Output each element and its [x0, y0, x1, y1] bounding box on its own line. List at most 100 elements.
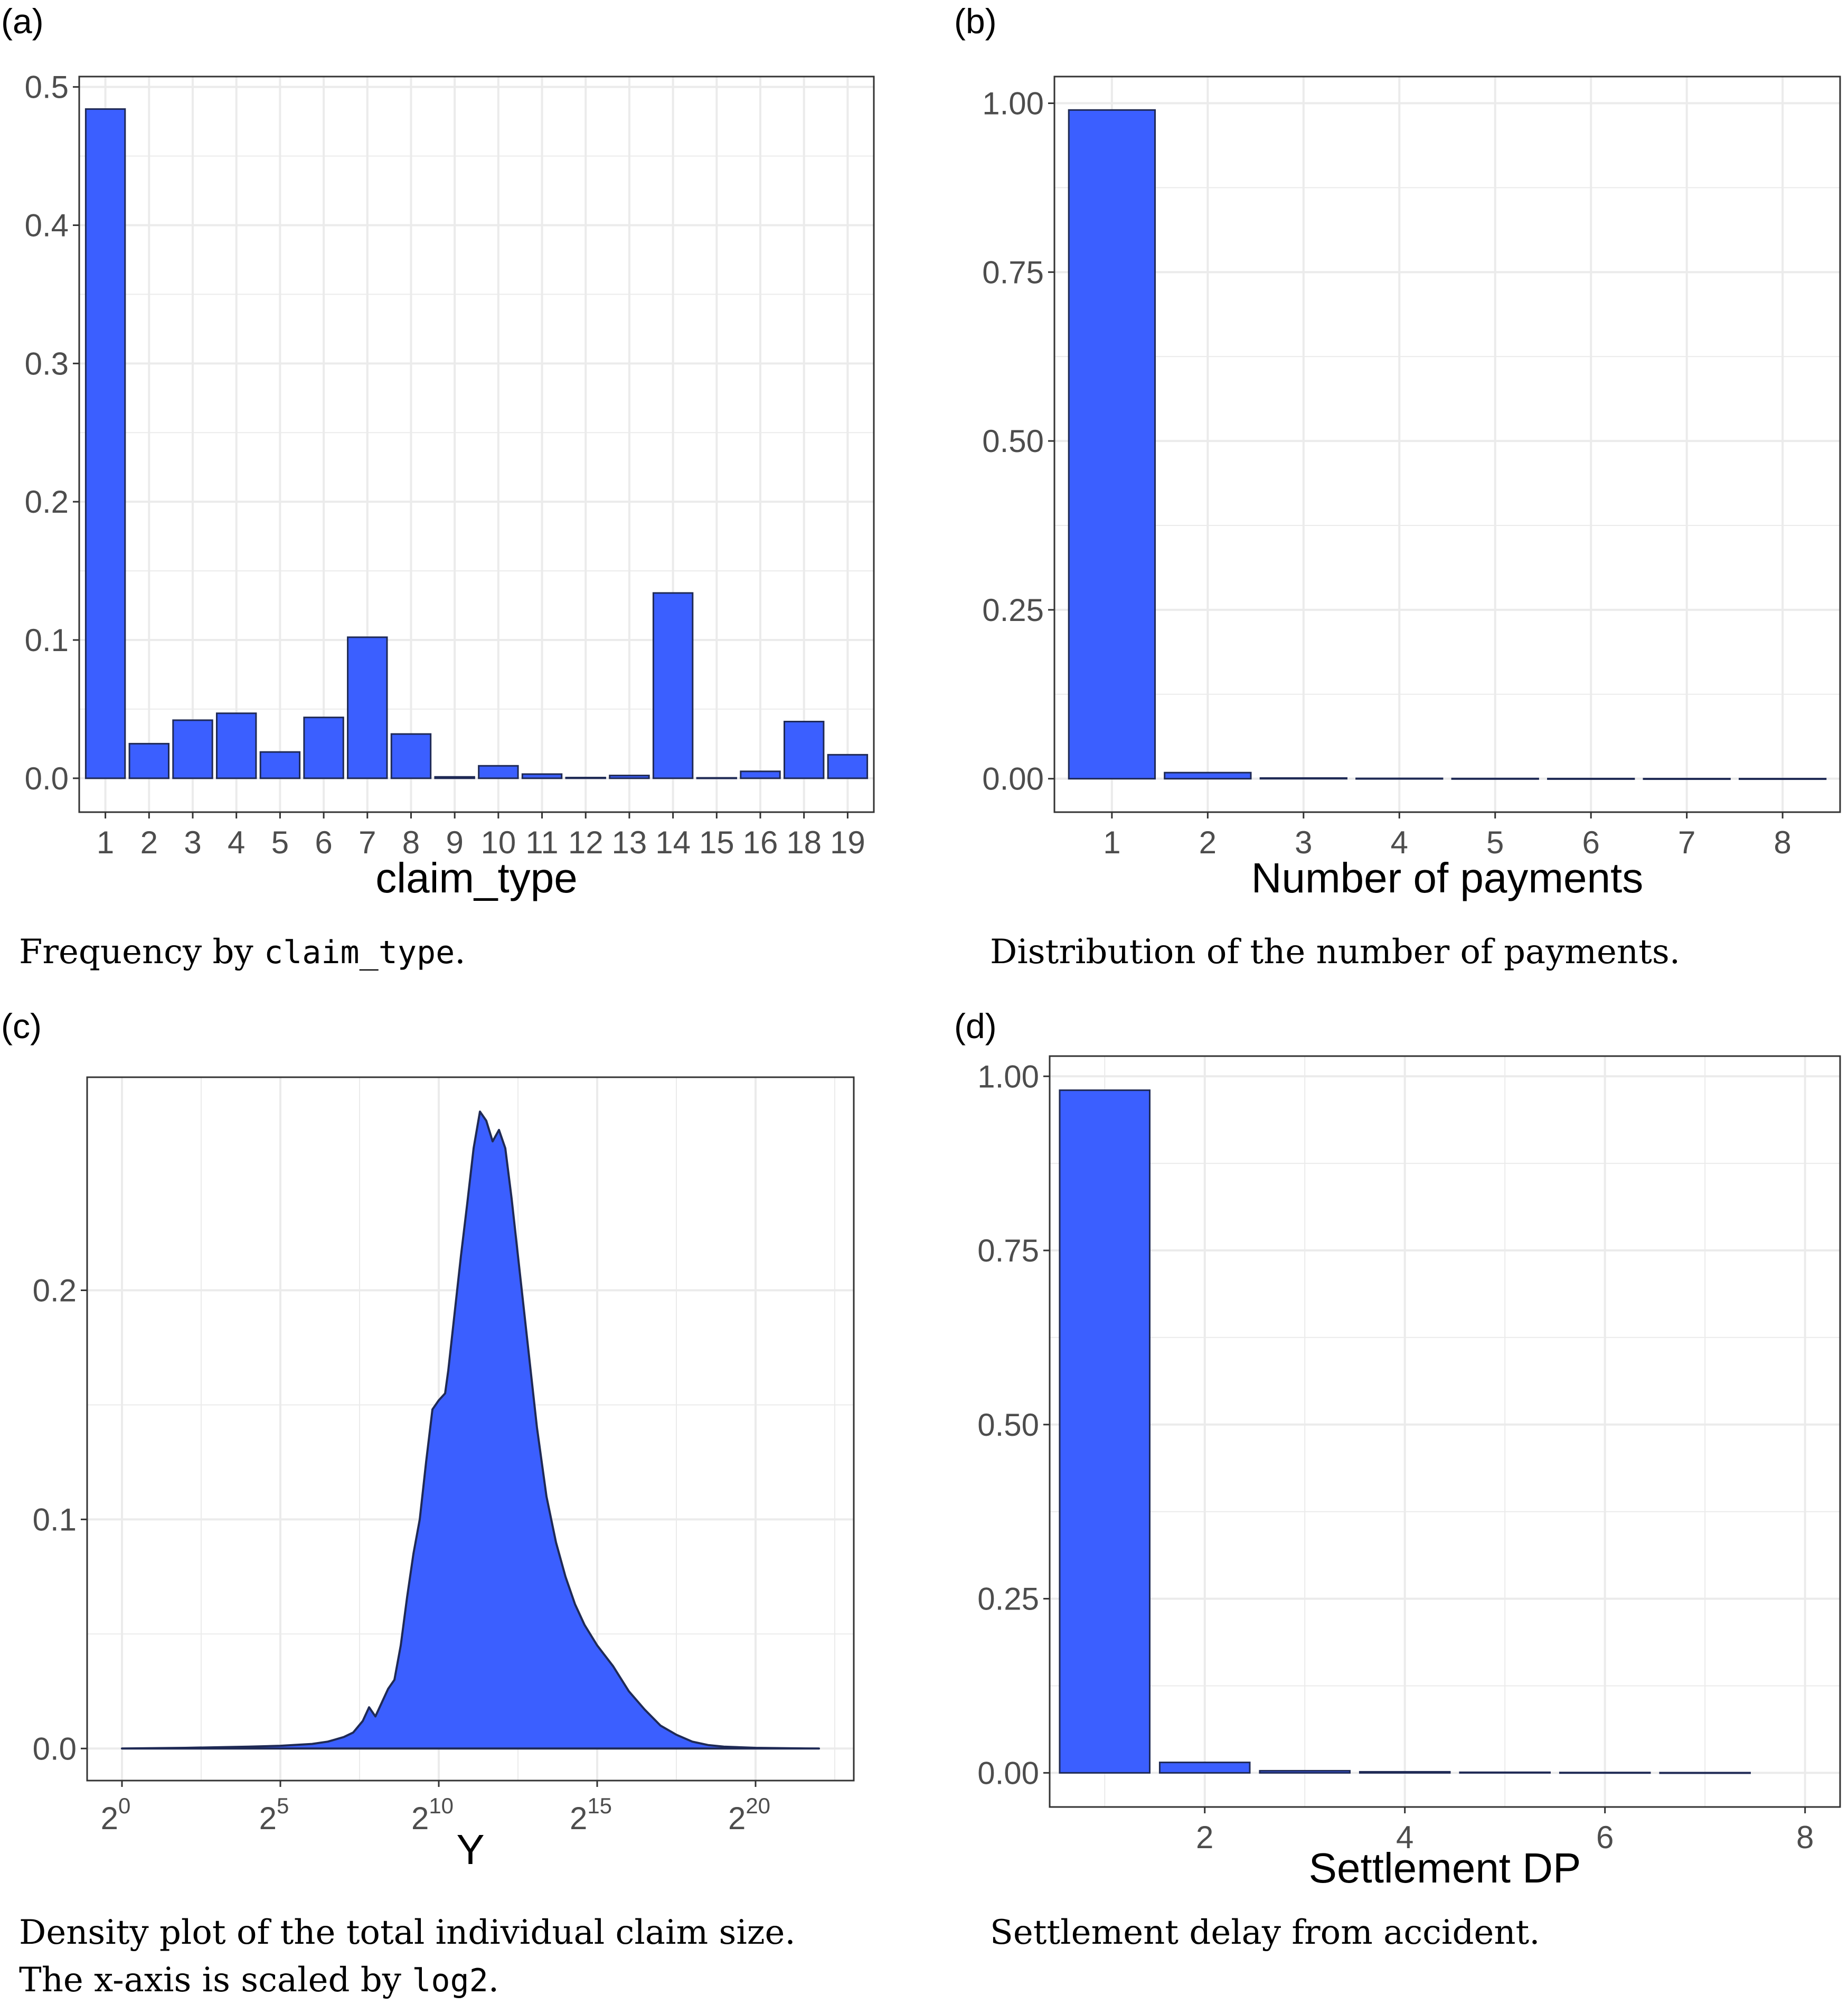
caption-a-text: Frequency by	[19, 933, 264, 972]
panel-label-c: (c)	[1, 1006, 42, 1046]
bar-4	[1355, 777, 1444, 780]
x-tick-label: 7	[1678, 825, 1695, 860]
y-tick-label: 0.3	[25, 346, 69, 381]
x-tick-base: 2	[411, 1801, 429, 1836]
y-tick-label: 1.00	[982, 86, 1044, 121]
caption-a: Frequency by claim_type.	[19, 928, 466, 976]
x-tick-label: 8	[402, 825, 420, 860]
x-tick-label: 1	[97, 825, 114, 860]
bar-16	[740, 770, 781, 779]
caption-a-code: claim_type	[263, 934, 455, 971]
x-tick-label: 3	[1295, 825, 1312, 860]
bar-2	[128, 742, 170, 779]
bar-1	[84, 108, 126, 779]
x-tick-label: 25	[259, 1793, 289, 1836]
plot-background	[1050, 1056, 1840, 1807]
x-tick-label: 16	[743, 825, 778, 860]
y-tick-label: 1.00	[977, 1059, 1039, 1094]
bar-19	[827, 754, 869, 779]
x-tick-exponent: 10	[429, 1793, 454, 1818]
plot-border	[86, 1076, 855, 1782]
y-tick-label: 0.25	[977, 1582, 1039, 1617]
y-tick-label: 0.00	[982, 761, 1044, 797]
y-tick-label: 0.0	[33, 1731, 77, 1766]
bar-4	[215, 712, 257, 779]
x-tick-base: 2	[570, 1801, 587, 1836]
bar-2	[1164, 771, 1252, 780]
y-tick-label: 0.4	[25, 208, 69, 243]
x-tick-label: 4	[1391, 825, 1408, 860]
bar-1	[1059, 1089, 1151, 1774]
x-tick-base: 2	[101, 1801, 118, 1836]
bar-2	[1158, 1762, 1251, 1774]
y-tick-label: 0.1	[25, 623, 69, 658]
x-tick-label: 8	[1774, 825, 1791, 860]
bar-11	[521, 773, 563, 779]
x-tick-label: 14	[655, 825, 691, 860]
x-tick-label: 4	[228, 825, 245, 860]
x-tick-label: 2	[1199, 825, 1217, 860]
bar-5	[1459, 1771, 1551, 1774]
x-axis-title: Y	[456, 1826, 484, 1873]
caption-a-suffix: .	[455, 933, 466, 972]
bar-18	[783, 720, 825, 779]
x-tick-label: 210	[411, 1793, 454, 1836]
x-tick-exponent: 15	[587, 1793, 612, 1818]
x-tick-label: 20	[101, 1793, 131, 1836]
x-tick-label: 5	[1486, 825, 1504, 860]
caption-c: Density plot of the total individual cla…	[19, 1909, 796, 2004]
y-tick-label: 0.0	[25, 761, 69, 796]
x-tick-label: 3	[184, 825, 201, 860]
bar-9	[434, 776, 475, 779]
plot-background	[1054, 77, 1840, 812]
chart-number-of-payments: 0.00 0.25 0.50 0.75 1.00 1 2 3 4 5 6 7 8 Number of pa…	[982, 76, 1841, 901]
x-tick-label: 215	[570, 1793, 612, 1836]
plot-border	[78, 76, 875, 813]
panel-label-d: (d)	[954, 1006, 997, 1046]
x-tick-label: 1	[1103, 825, 1120, 860]
bar-6	[303, 717, 344, 779]
bar-3	[172, 719, 213, 779]
y-tick-label: 0.50	[977, 1407, 1039, 1443]
x-tick-label: 6	[315, 825, 332, 860]
bar-4	[1359, 1771, 1451, 1774]
plot-border	[1049, 1055, 1841, 1808]
bar-1	[1068, 109, 1156, 780]
panel-label-a: (a)	[1, 2, 44, 41]
bar-8	[390, 733, 432, 779]
x-axis-title: Settlement DP	[1309, 1844, 1581, 1891]
x-tick-label: 18	[786, 825, 822, 860]
plot-border	[1053, 76, 1841, 813]
y-tick-label: 0.5	[25, 70, 69, 105]
x-tick-label: 11	[525, 825, 558, 860]
y-tick-label: 0.00	[977, 1755, 1039, 1791]
caption-c-line2: The x-axis is scaled by log2.	[19, 1956, 796, 2004]
x-tick-exponent: 5	[277, 1793, 289, 1818]
x-tick-label: 12	[568, 825, 604, 860]
y-tick-label: 0.2	[25, 484, 69, 520]
x-tick-label: 5	[271, 825, 289, 860]
bar-5	[259, 751, 301, 779]
y-tick-label: 0.1	[33, 1502, 77, 1537]
x-tick-label: 2	[140, 825, 158, 860]
x-tick-label: 10	[480, 825, 516, 860]
y-tick-label: 0.2	[33, 1273, 77, 1309]
x-tick-exponent: 0	[118, 1793, 130, 1818]
x-tick-base: 2	[259, 1801, 277, 1836]
caption-c-line2-suffix: .	[488, 1961, 499, 2000]
y-tick-label: 0.50	[982, 423, 1044, 459]
x-tick-label: 8	[1796, 1820, 1814, 1855]
x-tick-label: 9	[446, 825, 463, 860]
x-tick-label: 15	[699, 825, 734, 860]
bar-5	[1451, 777, 1539, 780]
x-tick-label: 6	[1596, 1820, 1614, 1855]
bar-6	[1547, 777, 1635, 780]
chart-claim-type: 0.00.10.20.30.40.51 2 3 4 5 6 7 8 9 10 11 12 13 14 15 1…	[25, 70, 875, 901]
x-tick-label: 7	[359, 825, 376, 860]
caption-b: Distribution of the number of payments.	[990, 933, 1681, 972]
y-tick-label: 0.75	[982, 255, 1044, 290]
x-axis-title: Number of payments	[1251, 854, 1644, 901]
y-tick-label: 0.75	[977, 1233, 1039, 1268]
bar-7	[347, 636, 388, 779]
